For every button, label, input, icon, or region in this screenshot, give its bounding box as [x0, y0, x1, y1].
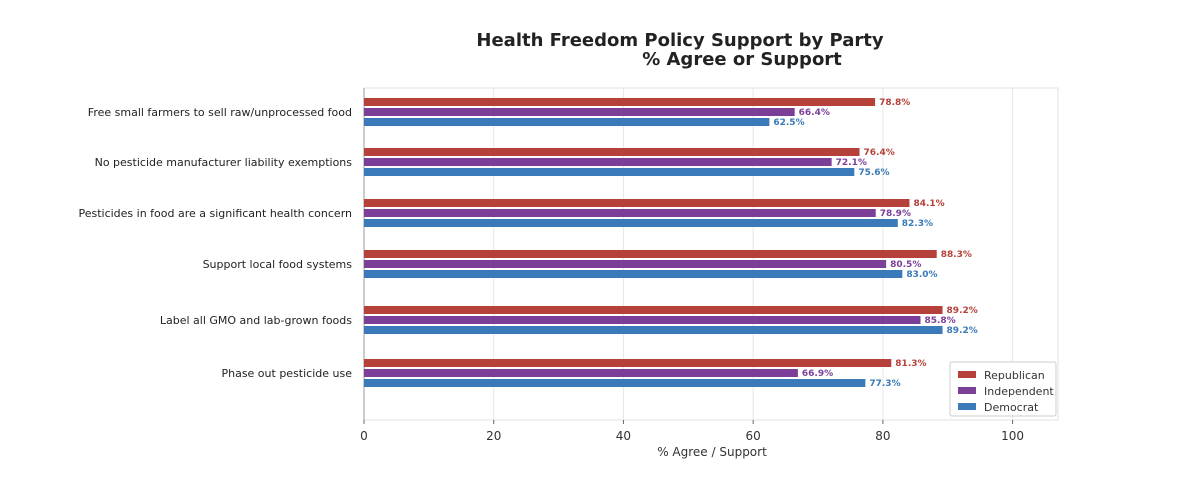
- bar-democrat: [364, 118, 770, 126]
- legend-label-independent: Independent: [984, 385, 1054, 398]
- x-tick-label: 100: [1001, 429, 1024, 443]
- legend-box: [949, 361, 1057, 417]
- legend-swatch-republican: [958, 371, 976, 378]
- chart-subtitle: % Agree or Support: [642, 49, 842, 70]
- value-label: 77.3%: [869, 379, 900, 389]
- bar-republican: [364, 250, 937, 258]
- value-label: 78.8%: [879, 98, 910, 108]
- x-tick-label: 60: [746, 429, 761, 443]
- x-tick-label: 20: [486, 429, 501, 443]
- bar-republican: [364, 199, 910, 207]
- chart-title: Health Freedom Policy Support by Party: [476, 30, 883, 51]
- bar-independent: [364, 108, 795, 116]
- value-label: 80.5%: [890, 260, 921, 270]
- value-label: 84.1%: [913, 199, 944, 209]
- x-tick-label: 0: [360, 429, 368, 443]
- bar-republican: [364, 306, 943, 314]
- legend-swatch-independent: [958, 387, 976, 394]
- category-label: Free small farmers to sell raw/unprocess…: [88, 106, 352, 119]
- category-label: Label all GMO and lab-grown foods: [160, 314, 352, 327]
- x-ticks: 0 20 40 60 80 100: [360, 420, 1024, 443]
- legend: Republican Independent Democrat: [949, 361, 1057, 417]
- x-tick-label: 40: [616, 429, 631, 443]
- category-label: Support local food systems: [203, 258, 353, 271]
- value-label: 62.5%: [773, 118, 804, 128]
- value-label: 82.3%: [902, 219, 933, 229]
- category-labels: Free small farmers to sell raw/unprocess…: [78, 106, 352, 380]
- value-label: 72.1%: [836, 158, 867, 168]
- bar-independent: [364, 260, 887, 268]
- legend-swatch-democrat: [958, 403, 976, 410]
- bar-independent: [364, 369, 798, 377]
- bar-democrat: [364, 379, 866, 387]
- bar-democrat: [364, 219, 898, 227]
- bar-democrat: [364, 270, 903, 278]
- value-label: 66.9%: [802, 369, 833, 379]
- bar-independent: [364, 316, 921, 324]
- bars: 78.8% 66.4%62.5% 76.4%72.1%75.6% 84.1%78.9%…: [364, 98, 978, 389]
- bar-republican: [364, 98, 876, 106]
- category-label: Pesticides in food are a significant hea…: [78, 207, 352, 220]
- category-label: No pesticide manufacturer liability exem…: [95, 156, 353, 169]
- x-axis-title: % Agree / Support: [657, 445, 767, 459]
- legend-label-republican: Republican: [984, 369, 1045, 382]
- bar-democrat: [364, 326, 943, 334]
- bar-republican: [364, 148, 860, 156]
- value-label: 75.6%: [858, 168, 889, 178]
- bar-democrat: [364, 168, 855, 176]
- bar-independent: [364, 209, 876, 217]
- category-label: Phase out pesticide use: [221, 367, 352, 380]
- bar-independent: [364, 158, 832, 166]
- value-label: 81.3%: [895, 359, 926, 369]
- legend-label-democrat: Democrat: [984, 401, 1039, 414]
- value-label: 88.3%: [941, 250, 972, 260]
- value-label: 78.9%: [880, 209, 911, 219]
- value-label: 76.4%: [864, 148, 895, 158]
- value-label: 66.4%: [799, 108, 830, 118]
- x-tick-label: 80: [875, 429, 890, 443]
- value-label: 85.8%: [924, 316, 955, 326]
- value-label: 89.2%: [947, 326, 978, 336]
- value-label: 83.0%: [906, 270, 937, 280]
- bar-republican: [364, 359, 892, 367]
- value-label: 89.2%: [947, 306, 978, 316]
